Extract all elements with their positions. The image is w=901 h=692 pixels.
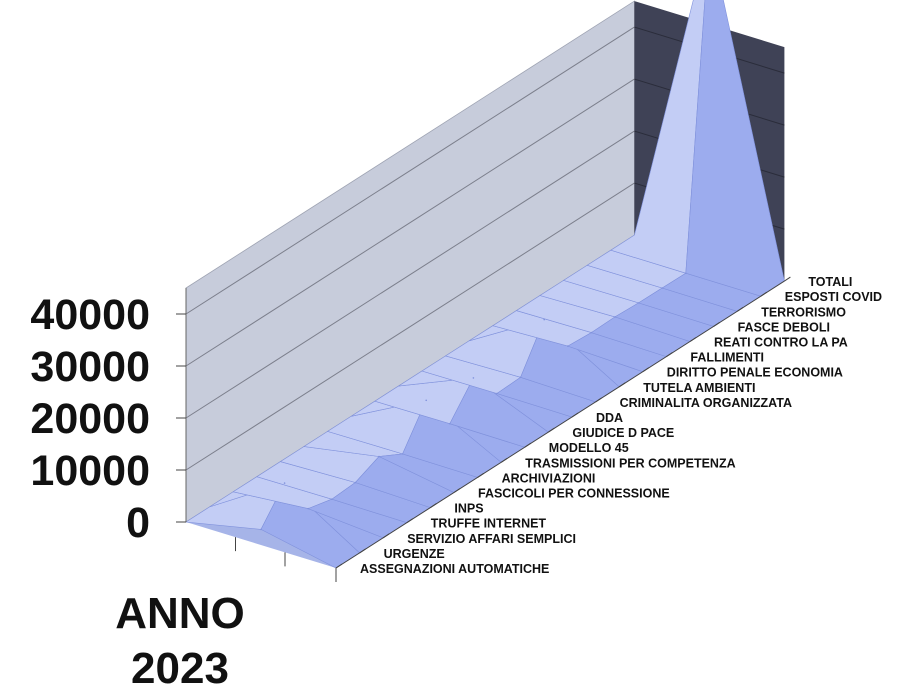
data-point-3 [307,507,310,510]
data-point-2 [283,482,286,484]
category-tick [784,276,791,282]
category-label-13: TUTELA AMBIENTI [643,381,755,395]
category-label-2: URGENZE [384,547,445,561]
y-tick-label-0: 0 [126,499,150,547]
data-point-18 [661,287,663,289]
data-point-14 [567,345,569,347]
category-tick [477,472,484,478]
category-label-19: ESPOSTI COVID [785,290,882,304]
category-tick [453,488,461,493]
category-tick [666,352,673,358]
category-tick [382,533,390,539]
axis-ticks [176,276,791,582]
category-label-1: ASSEGNAZIONI AUTOMATICHE [360,562,549,576]
category-tick [713,321,720,327]
category-tick [335,563,343,569]
category-tick [618,382,626,388]
category-label-17: FASCE DEBOLI [738,320,830,334]
category-labels: ASSEGNAZIONI AUTOMATICHEURGENZESERVIZIO … [360,275,882,576]
category-tick [642,367,650,373]
data-point-12 [519,376,522,379]
category-label-5: INPS [454,502,483,516]
category-tick [406,518,414,524]
category-label-9: MODELLO 45 [549,441,629,455]
surface-facet-back [610,0,706,274]
gridline [185,130,635,419]
category-tick [595,397,602,403]
data-point-19 [685,272,687,275]
data-point-4 [331,498,333,500]
category-tick [736,306,744,312]
category-tick [359,548,366,554]
data-point-9 [449,422,451,425]
axis-title-year: 2023 [131,644,229,692]
gridline [185,182,635,471]
category-label-14: DIRITTO PENALE ECONOMIA [667,366,843,380]
category-label-16: REATI CONTRO LA PA [714,336,848,350]
data-surface [185,0,785,569]
category-label-8: TRASMISSIONI PER COMPETENZA [525,456,735,470]
y-tick-label-10000: 10000 [30,447,150,495]
data-point-1 [260,528,262,531]
category-label-18: TERRORISMO [761,305,846,319]
category-label-10: GIUDICE D PACE [572,426,674,440]
data-point-11 [496,392,498,395]
category-label-15: FALLIMENTI [690,351,764,365]
category-label-20: TOTALI [808,275,852,289]
data-point-13 [543,318,545,321]
data-point-10 [472,377,475,379]
category-label-3: SERVIZIO AFFARI SEMPLICI [407,532,576,546]
data-point-16 [614,316,616,318]
data-point-7 [401,453,404,455]
data-point-8 [425,399,428,402]
category-tick [571,412,579,418]
y-tick-label-20000: 20000 [30,395,150,443]
category-tick [430,503,437,509]
category-label-12: CRIMINALITA ORGANIZZATA [620,396,792,410]
axis-title-anno: ANNO [115,589,245,638]
category-tick [548,427,555,433]
y-tick-label-40000: 40000 [30,291,150,339]
category-label-4: TRUFFE INTERNET [431,517,547,531]
category-tick [524,442,532,448]
data-point-6 [378,455,380,458]
category-tick [500,457,508,463]
category-label-7: ARCHIVIAZIONI [502,471,596,485]
category-tick [760,291,768,297]
category-tick [689,337,697,342]
y-tick-label-30000: 30000 [30,343,150,391]
category-label-6: FASCICOLI PER CONNESSIONE [478,487,670,501]
data-point-17 [637,302,640,304]
data-point-5 [354,481,357,484]
category-label-11: DDA [596,411,623,425]
gridline [185,78,635,367]
data-point-15 [590,331,593,334]
gridline [185,26,635,315]
